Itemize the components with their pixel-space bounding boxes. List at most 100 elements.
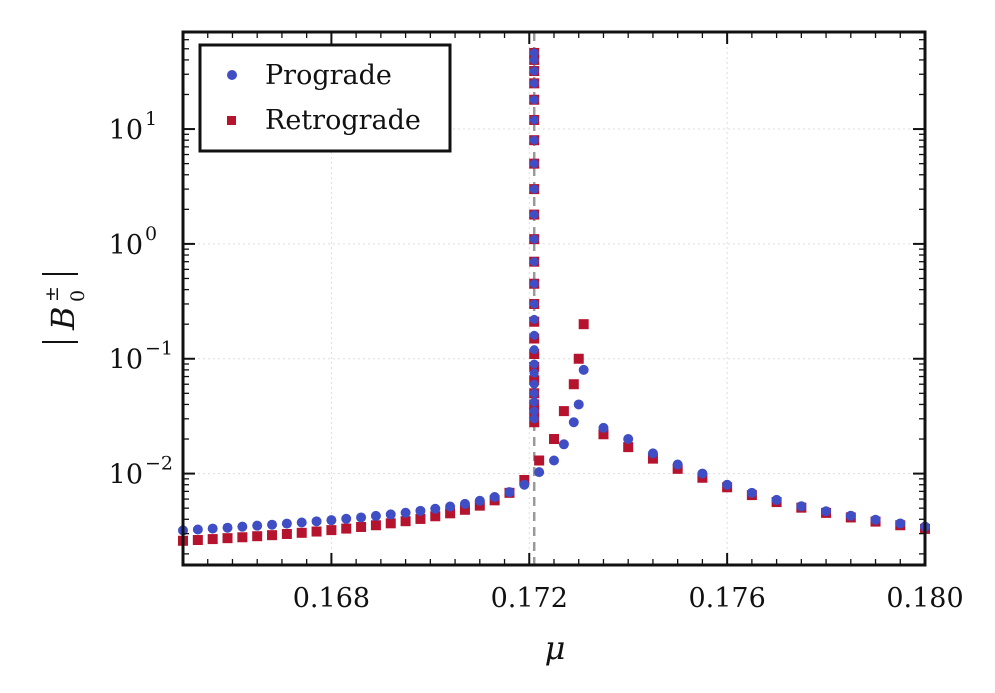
prograde-spike-point <box>529 55 539 65</box>
prograde-spike-point <box>529 345 539 355</box>
prograde-point <box>870 514 881 525</box>
y-tick-label-base: 10 <box>109 115 143 146</box>
prograde-point <box>771 494 782 505</box>
y-axis-label-superscript: ± <box>41 286 63 302</box>
prograde-point <box>623 434 634 445</box>
retrograde-point <box>267 530 278 541</box>
retrograde-point <box>573 353 584 364</box>
prograde-spike-point <box>529 379 539 389</box>
retrograde-point <box>549 434 559 445</box>
prograde-spike-point <box>529 279 539 289</box>
prograde-point <box>430 503 441 514</box>
y-tick-label-exponent: −1 <box>145 338 173 360</box>
prograde-spike-point <box>529 414 539 424</box>
prograde-spike-point <box>529 397 539 407</box>
x-tick-label: 0.180 <box>886 583 963 614</box>
retrograde-point <box>192 535 203 546</box>
prograde-point <box>845 510 856 521</box>
y-tick-label-exponent: 1 <box>145 108 157 130</box>
y-tick-label: 10 1 <box>109 108 157 146</box>
retrograde-point <box>385 518 396 529</box>
prograde-point <box>672 459 683 470</box>
legend-box <box>198 43 452 153</box>
retrograde-point <box>534 455 545 466</box>
y-tick-label-exponent: 0 <box>145 223 157 245</box>
retrograde-point <box>281 528 292 539</box>
x-tick-label: 0.176 <box>688 583 765 614</box>
prograde-point <box>549 455 559 466</box>
prograde-point <box>459 498 470 509</box>
data-series <box>178 47 930 546</box>
y-axis-label: B 0 ± <box>41 273 89 343</box>
prograde-point <box>415 505 426 516</box>
retrograde-point <box>237 532 248 543</box>
retrograde-point <box>400 516 411 527</box>
y-tick-label: 10 −2 <box>109 453 173 491</box>
prograde-point <box>568 417 579 428</box>
prograde-point <box>267 519 278 530</box>
prograde-spike-point <box>529 299 539 309</box>
prograde-point <box>326 515 337 526</box>
y-tick-label-base: 10 <box>109 230 143 261</box>
prograde-point <box>296 517 307 528</box>
prograde-point <box>474 495 485 506</box>
prograde-spike-point <box>529 135 539 145</box>
prograde-point <box>400 507 411 518</box>
prograde-point <box>281 518 292 529</box>
legend-prograde-marker <box>227 70 237 80</box>
y-axis-label-base: B <box>44 306 82 331</box>
prograde-point <box>489 492 500 503</box>
prograde-point <box>385 509 396 520</box>
prograde-spike-point <box>529 115 539 125</box>
y-tick-label-base: 10 <box>109 345 143 376</box>
prograde-spike-point <box>529 210 539 220</box>
prograde-spike-point <box>529 388 539 398</box>
legend-prograde-label: Prograde <box>265 60 392 91</box>
prograde-point <box>237 521 248 532</box>
prograde-spike-point <box>529 234 539 244</box>
retrograde-point <box>558 406 569 417</box>
y-axis-label-subscript: 0 <box>67 290 89 302</box>
prograde-spike-point <box>529 66 539 76</box>
prograde-spike-point <box>529 78 539 88</box>
prograde-point <box>192 524 203 535</box>
retrograde-point <box>578 319 589 330</box>
prograde-point <box>796 501 807 512</box>
retrograde-point <box>647 453 658 464</box>
prograde-point <box>821 506 832 517</box>
prograde-spike-point <box>529 359 539 369</box>
retrograde-point <box>415 513 426 524</box>
prograde-point <box>746 487 757 498</box>
prograde-point <box>370 510 381 521</box>
prograde-point <box>222 522 233 533</box>
retrograde-point <box>370 520 381 531</box>
prograde-point <box>722 479 733 490</box>
retrograde-point <box>598 429 609 440</box>
legend-retrograde-marker <box>227 116 236 125</box>
prograde-point <box>252 520 263 531</box>
retrograde-point <box>222 533 233 544</box>
prograde-spike-point <box>529 159 539 169</box>
prograde-spike-point <box>529 184 539 194</box>
prograde-point <box>445 501 456 512</box>
retrograde-point <box>296 527 307 538</box>
retrograde-point <box>430 511 441 522</box>
prograde-spike-point <box>529 314 539 324</box>
y-tick-label: 10 0 <box>109 223 157 261</box>
x-tick-label: 0.172 <box>491 583 568 614</box>
prograde-point <box>895 518 906 529</box>
x-axis-label: μ <box>545 629 566 667</box>
prograde-point <box>341 513 352 524</box>
retrograde-point <box>356 521 367 532</box>
y-tick-label-exponent: −2 <box>145 453 173 475</box>
retrograde-point <box>207 534 218 545</box>
prograde-point <box>534 467 545 478</box>
prograde-spike-point <box>529 48 539 58</box>
retrograde-point <box>445 508 456 519</box>
prograde-point <box>598 422 609 433</box>
prograde-point <box>207 523 218 534</box>
prograde-point <box>311 516 322 527</box>
prograde-spike-point <box>529 257 539 267</box>
